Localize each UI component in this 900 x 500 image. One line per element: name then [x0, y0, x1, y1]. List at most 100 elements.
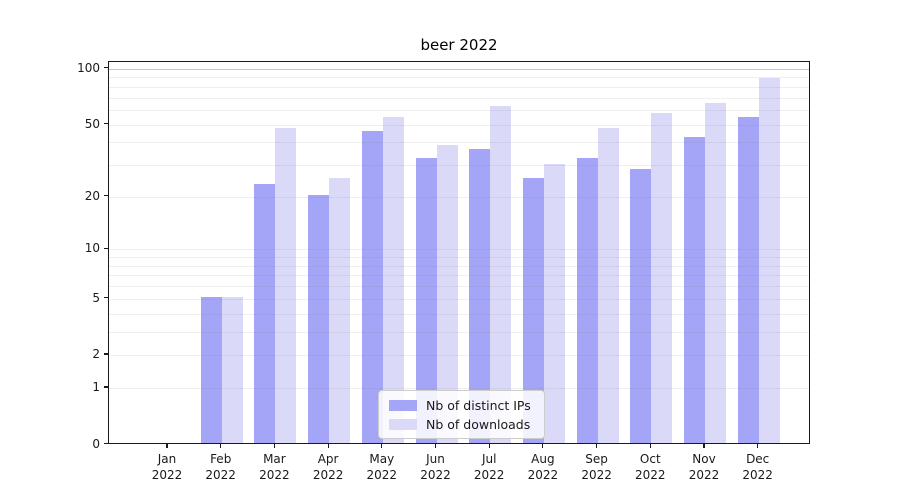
bar-nb-of-distinct-ips-aug-2022 [522, 177, 544, 443]
x-tick-label-line1: May [369, 451, 395, 466]
y-tick-label-0: 0 [92, 436, 100, 451]
gridline-60 [109, 109, 809, 111]
x-tick-mark-nov-2022 [703, 443, 705, 448]
y-tick-mark-10 [103, 247, 108, 249]
x-tick-label-line2: 2022 [151, 468, 183, 482]
gridline-80 [109, 86, 809, 88]
bar-nb-of-downloads-mar-2022 [275, 127, 297, 443]
x-tick-label-line2: 2022 [473, 468, 505, 482]
x-tick-label-line2: 2022 [420, 468, 451, 482]
x-tick-mark-jul-2022 [488, 443, 490, 448]
x-tick-label-line1: Jan [157, 451, 177, 466]
x-tick-label-line1: Sep [585, 451, 608, 466]
bar-nb-of-downloads-nov-2022 [705, 103, 726, 443]
x-tick-label-mar-2022: Mar 2022 [242, 451, 306, 484]
x-tick-mark-mar-2022 [273, 443, 275, 448]
chart-title: beer 2022 [420, 36, 498, 54]
x-tick-mark-jun-2022 [434, 443, 437, 448]
x-tick-label-jun-2022: Jun 2022 [404, 451, 468, 484]
y-tick-label-2: 2 [92, 347, 100, 362]
x-tick-label-line2: 2022 [205, 468, 236, 482]
x-tick-label-jul-2022: Jul 2022 [457, 451, 521, 484]
bar-nb-of-downloads-dec-2022 [758, 77, 780, 443]
x-tick-label-line2: 2022 [581, 468, 612, 482]
x-tick-label-line1: Dec [746, 451, 770, 466]
x-tick-mark-feb-2022 [220, 443, 222, 448]
legend-item-distinct-ips: Nb of distinct IPs [389, 398, 536, 413]
y-tick-mark-100 [103, 67, 108, 69]
x-tick-label-jan-2022: Jan 2022 [135, 451, 199, 484]
legend-label-distinct-ips: Nb of distinct IPs [426, 397, 531, 413]
y-tick-mark-50 [103, 122, 108, 125]
x-tick-label-oct-2022: Oct 2022 [618, 451, 682, 484]
x-tick-label-line2: 2022 [259, 468, 290, 482]
x-tick-mark-jan-2022 [166, 443, 168, 448]
y-tick-label-50: 50 [84, 116, 100, 131]
bar-nb-of-downloads-may-2022 [382, 116, 404, 443]
x-tick-label-dec-2022: Dec 2022 [726, 451, 790, 484]
x-tick-label-feb-2022: Feb 2022 [189, 451, 253, 484]
gridline-90 [109, 77, 809, 79]
bar-nb-of-downloads-apr-2022 [329, 177, 351, 443]
bar-nb-of-distinct-ips-mar-2022 [254, 184, 276, 443]
legend-swatch-distinct-ips-icon [389, 399, 417, 411]
bar-nb-of-distinct-ips-sep-2022 [576, 158, 598, 443]
y-tick-mark-20 [103, 195, 108, 197]
legend-label-downloads: Nb of downloads [426, 416, 531, 432]
gridline-50 [109, 124, 809, 126]
bar-nb-of-distinct-ips-apr-2022 [308, 195, 330, 443]
x-tick-label-line1: Jul [481, 451, 497, 466]
x-tick-label-line2: 2022 [527, 468, 559, 482]
x-tick-label-line1: Feb [210, 451, 232, 466]
x-tick-label-apr-2022: Apr 2022 [296, 451, 360, 484]
x-tick-label-may-2022: May 2022 [350, 451, 414, 484]
x-tick-label-line1: Jun [426, 451, 445, 466]
gridline-100 [109, 68, 809, 70]
x-tick-label-line1: Apr [317, 451, 339, 466]
x-tick-label-line2: 2022 [742, 468, 773, 482]
x-tick-mark-oct-2022 [649, 443, 651, 448]
x-tick-mark-aug-2022 [542, 443, 544, 448]
x-tick-label-sep-2022: Sep 2022 [565, 451, 629, 484]
legend-swatch-downloads-icon [389, 418, 417, 430]
plot-area: Nb of distinct IPs Nb of downloads [108, 61, 810, 444]
bar-nb-of-downloads-feb-2022 [221, 297, 243, 443]
x-tick-label-line1: Aug [531, 451, 555, 466]
bar-nb-of-downloads-sep-2022 [597, 127, 619, 443]
bar-nb-of-downloads-jul-2022 [490, 105, 512, 443]
x-tick-mark-may-2022 [381, 443, 383, 448]
y-tick-mark-2 [103, 353, 108, 355]
legend: Nb of distinct IPs Nb of downloads [378, 390, 545, 439]
y-tick-label-20: 20 [84, 188, 100, 203]
y-tick-label-10: 10 [84, 241, 100, 256]
x-tick-label-line2: 2022 [635, 468, 666, 482]
x-tick-mark-apr-2022 [327, 443, 329, 448]
x-tick-mark-dec-2022 [757, 443, 759, 448]
bar-nb-of-distinct-ips-oct-2022 [630, 168, 652, 443]
bar-nb-of-downloads-oct-2022 [651, 112, 673, 443]
x-tick-label-line1: Oct [639, 451, 661, 466]
x-tick-label-line1: Nov [692, 451, 716, 466]
x-tick-label-aug-2022: Aug 2022 [511, 451, 575, 484]
x-tick-label-line2: 2022 [312, 468, 344, 482]
x-tick-label-line2: 2022 [366, 468, 398, 482]
gridline-70 [109, 97, 809, 99]
bar-nb-of-distinct-ips-may-2022 [361, 131, 383, 443]
legend-item-downloads: Nb of downloads [389, 417, 536, 432]
x-tick-label-line1: Mar [263, 451, 286, 466]
y-tick-label-1: 1 [92, 380, 100, 395]
y-tick-mark-0 [103, 442, 108, 445]
bar-nb-of-distinct-ips-feb-2022 [200, 297, 222, 443]
y-tick-mark-1 [103, 386, 108, 388]
bar-nb-of-distinct-ips-nov-2022 [684, 136, 705, 443]
x-tick-label-nov-2022: Nov 2022 [672, 451, 736, 484]
bar-nb-of-distinct-ips-jul-2022 [469, 149, 491, 443]
bar-nb-of-distinct-ips-jun-2022 [415, 158, 437, 443]
y-tick-label-100: 100 [77, 60, 100, 75]
y-tick-label-5: 5 [92, 290, 100, 305]
y-tick-mark-5 [103, 297, 108, 299]
bar-nb-of-downloads-aug-2022 [543, 163, 565, 443]
bar-nb-of-downloads-jun-2022 [436, 144, 458, 443]
x-tick-label-line2: 2022 [688, 468, 720, 482]
